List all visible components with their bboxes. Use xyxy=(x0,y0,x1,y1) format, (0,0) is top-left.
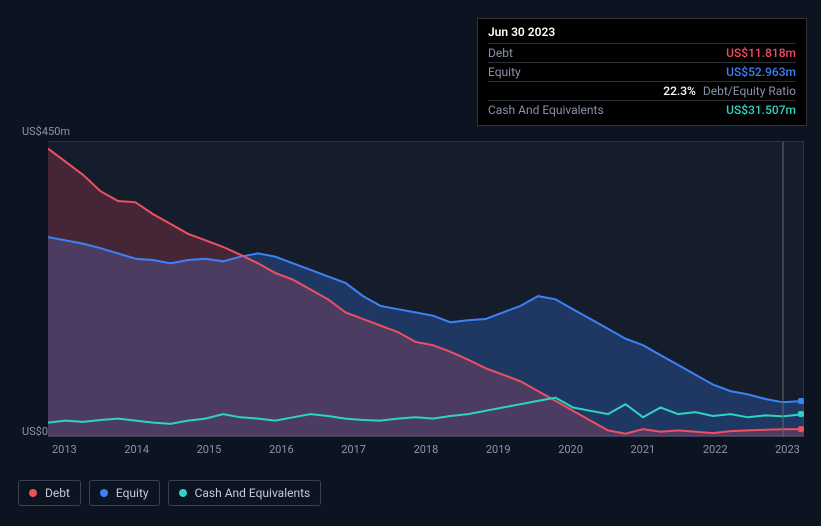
yaxis-bot-label: US$0 xyxy=(22,425,48,438)
legend-label: Cash And Equivalents xyxy=(195,486,311,500)
legend: Debt Equity Cash And Equivalents xyxy=(18,480,321,506)
tooltip-cash-label: Cash And Equivalents xyxy=(488,103,604,117)
chart-svg xyxy=(48,142,804,437)
xaxis-tick: 2014 xyxy=(124,443,149,456)
xaxis-tick: 2018 xyxy=(414,443,439,456)
xaxis-tick: 2022 xyxy=(703,443,728,456)
tooltip-ratio-pct: 22.3% xyxy=(663,84,696,98)
xaxis-tick: 2013 xyxy=(52,443,77,456)
tooltip-row-equity: Equity US$52.963m xyxy=(488,62,796,81)
tooltip-debt-label: Debt xyxy=(488,46,513,60)
xaxis-tick: 2017 xyxy=(341,443,366,456)
legend-dot-icon xyxy=(29,489,37,497)
chart-tooltip: Jun 30 2023 Debt US$11.818m Equity US$52… xyxy=(477,18,807,126)
tooltip-debt-value: US$11.818m xyxy=(726,46,796,60)
tooltip-ratio-label: Debt/Equity Ratio xyxy=(703,84,796,98)
tooltip-equity-label: Equity xyxy=(488,65,521,79)
equity-end-marker xyxy=(798,398,804,404)
legend-label: Debt xyxy=(45,486,70,500)
xaxis-tick: 2023 xyxy=(775,443,800,456)
tooltip-cash-value: US$31.507m xyxy=(726,103,796,117)
tooltip-equity-value: US$52.963m xyxy=(726,65,796,79)
yaxis-top-label: US$450m xyxy=(22,125,70,138)
legend-item-equity[interactable]: Equity xyxy=(89,480,160,506)
legend-item-cash-and-equivalents[interactable]: Cash And Equivalents xyxy=(168,480,322,506)
tooltip-row-cash: Cash And Equivalents US$31.507m xyxy=(488,100,796,119)
xaxis-tick: 2019 xyxy=(486,443,511,456)
xaxis-tick: 2016 xyxy=(269,443,294,456)
legend-dot-icon xyxy=(179,489,187,497)
xaxis: 2013 2014 2015 2016 2017 2018 2019 2020 2021 2022… xyxy=(48,443,804,456)
plot-region[interactable] xyxy=(48,141,804,436)
xaxis-tick: 2015 xyxy=(197,443,222,456)
tooltip-date: Jun 30 2023 xyxy=(488,25,796,43)
legend-item-debt[interactable]: Debt xyxy=(18,480,81,506)
debt-end-marker xyxy=(798,426,804,432)
cash-end-marker xyxy=(798,411,804,417)
tooltip-ratio: 22.3% Debt/Equity Ratio xyxy=(663,84,796,98)
legend-dot-icon xyxy=(100,489,108,497)
legend-label: Equity xyxy=(116,486,149,500)
tooltip-row-ratio: 22.3% Debt/Equity Ratio xyxy=(488,81,796,100)
tooltip-row-debt: Debt US$11.818m xyxy=(488,43,796,62)
xaxis-tick: 2021 xyxy=(631,443,656,456)
xaxis-tick: 2020 xyxy=(558,443,583,456)
